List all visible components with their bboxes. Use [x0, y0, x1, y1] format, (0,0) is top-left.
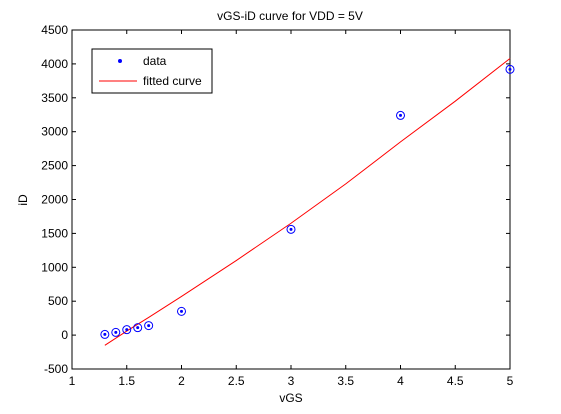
data-point [133, 323, 143, 333]
y-tick-label: 4500 [41, 23, 68, 37]
data-point-dot [114, 330, 118, 334]
y-tick-label: 1000 [41, 260, 68, 274]
legend-data-dot [118, 59, 122, 63]
data-point-dot [136, 326, 140, 330]
data-point-ring [177, 306, 186, 316]
data-point-ring [111, 327, 121, 337]
data-point [286, 224, 296, 234]
x-tick-label: 5 [507, 374, 514, 388]
data-point-ring [144, 321, 154, 331]
data-point-ring [133, 323, 143, 333]
data-point [111, 327, 121, 337]
chart-title: vGS-iD curve for VDD = 5V [217, 9, 363, 23]
data-point-dot [147, 324, 151, 328]
data-point [505, 64, 515, 74]
data-point [122, 325, 132, 335]
data-point-dot [508, 67, 512, 71]
legend-label-data: data [143, 54, 167, 68]
data-point [177, 306, 186, 316]
y-tick-label: 0 [61, 328, 68, 342]
x-tick-label: 4 [397, 374, 404, 388]
data-point-ring [505, 64, 515, 74]
x-ticks: 1 1.5 2 2.5 3 3.5 4 4.5 5 [69, 30, 514, 388]
x-axis-label: vGS [279, 391, 302, 405]
data-point [100, 329, 110, 339]
legend-label-fitted: fitted curve [143, 74, 202, 88]
y-tick-label: 3500 [41, 91, 68, 105]
x-tick-label: 1.5 [118, 374, 135, 388]
data-point [144, 321, 154, 331]
series-layer [100, 58, 515, 346]
data-point-ring [396, 110, 405, 120]
y-tick-label: 1500 [41, 226, 68, 240]
y-axis-label: iD [16, 194, 30, 206]
x-tick-label: 4.5 [447, 374, 464, 388]
x-tick-label: 2.5 [228, 374, 245, 388]
data-point-ring [286, 224, 296, 234]
x-tick-label: 2 [178, 374, 185, 388]
data-point-dot [399, 113, 402, 117]
data-point-dot [103, 332, 107, 336]
y-tick-label: 2000 [41, 193, 68, 207]
legend: data fitted curve [91, 48, 213, 94]
data-point-ring [122, 325, 132, 335]
y-tick-label: 500 [48, 294, 68, 308]
data-point-dot [125, 328, 129, 332]
data-point-ring [100, 329, 110, 339]
data-point [396, 110, 405, 120]
data-point-dot [289, 227, 293, 231]
legend-box [91, 48, 213, 94]
x-tick-label: 3 [288, 374, 295, 388]
fitted-curve-line [104, 58, 511, 346]
y-ticks: -500 0 500 1000 1500 2000 2500 3000 3500 4000 4500 [41, 23, 510, 376]
x-tick-label: 3.5 [337, 374, 354, 388]
legend-data-marker [118, 59, 122, 63]
y-tick-label: -500 [44, 362, 68, 376]
data-point-dot [180, 309, 183, 313]
y-tick-label: 4000 [41, 57, 68, 71]
x-tick-label: 1 [69, 374, 76, 388]
y-tick-label: 3000 [41, 125, 68, 139]
y-tick-label: 2500 [41, 159, 68, 173]
